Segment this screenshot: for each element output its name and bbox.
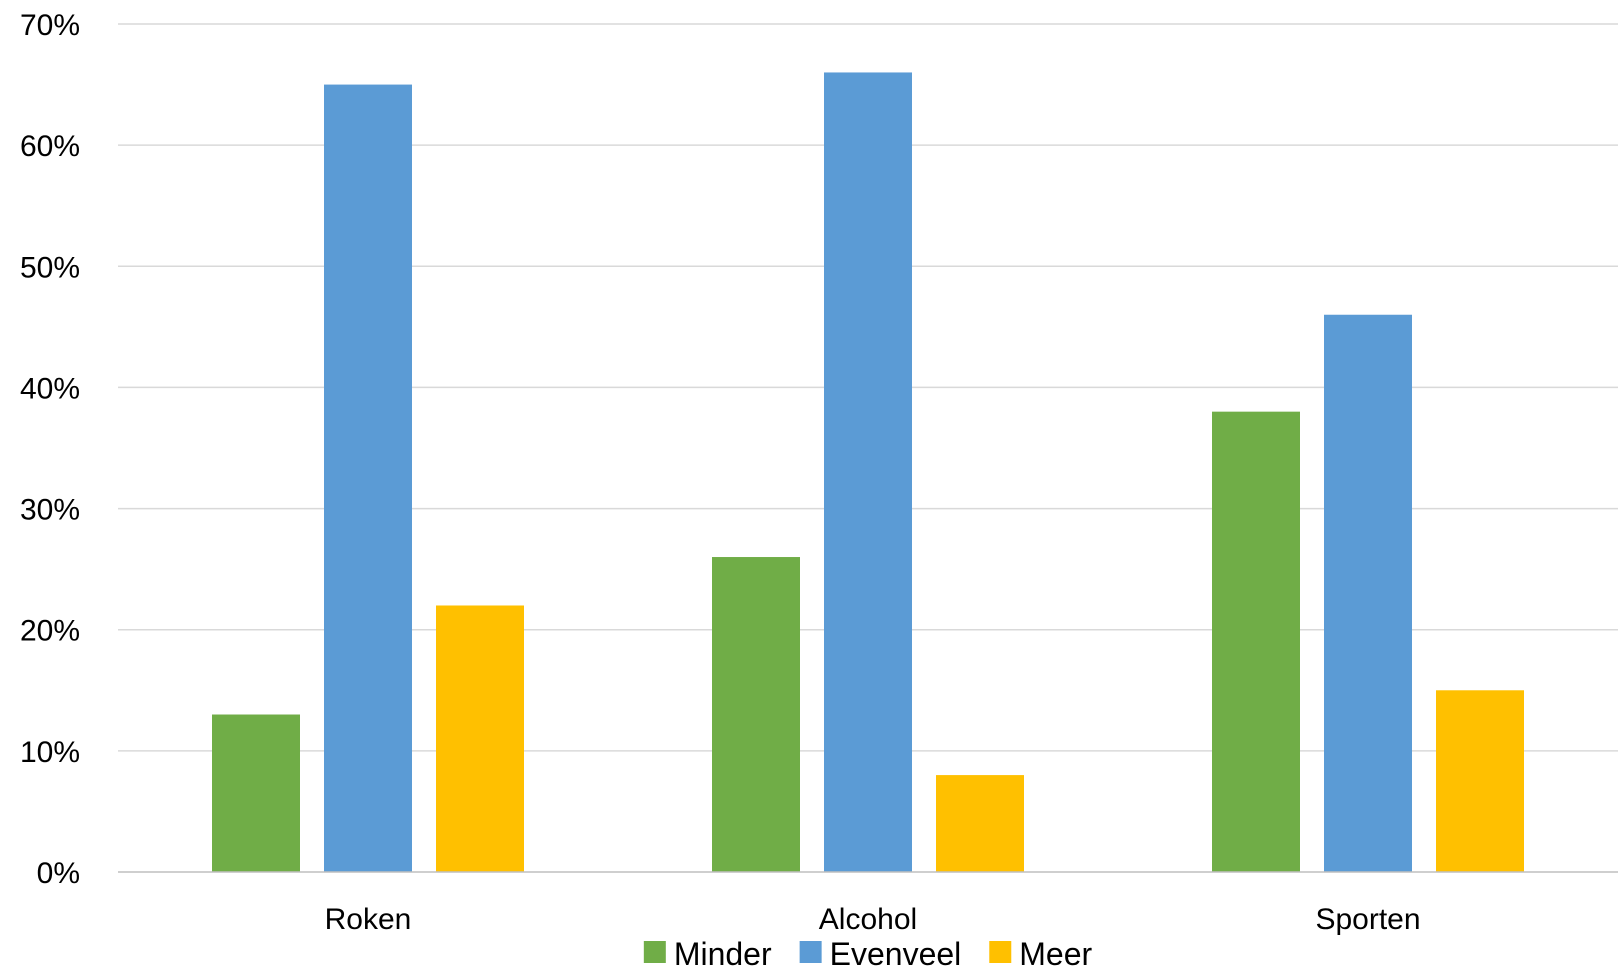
bar-meer-alcohol xyxy=(936,775,1024,872)
bar-minder-alcohol xyxy=(712,557,800,872)
y-tick-label: 20% xyxy=(20,615,80,648)
x-category-label: Alcohol xyxy=(819,903,917,936)
x-category-label: Roken xyxy=(325,903,412,936)
y-tick-label: 50% xyxy=(20,251,80,284)
bars xyxy=(212,72,1524,873)
legend-swatch-minder xyxy=(643,941,666,963)
legend: Minder Evenveel Meer xyxy=(643,936,1093,971)
y-tick-label: 30% xyxy=(20,494,80,527)
bar-meer-sporten xyxy=(1436,690,1524,872)
bar-evenveel-sporten xyxy=(1324,314,1412,872)
legend-label-evenveel: Evenveel xyxy=(830,936,962,971)
y-tick-label: 60% xyxy=(20,130,80,163)
legend-label-minder: Minder xyxy=(674,936,772,971)
x-category-label: Sporten xyxy=(1315,903,1420,936)
bar-minder-sporten xyxy=(1212,411,1300,872)
legend-swatch-meer xyxy=(989,941,1012,963)
bar-evenveel-alcohol xyxy=(824,72,912,872)
y-tick-label: 10% xyxy=(20,736,80,769)
bar-evenveel-roken xyxy=(324,84,412,873)
bar-meer-roken xyxy=(436,605,524,872)
x-axis: Roken Alcohol Sporten xyxy=(118,871,1618,936)
y-tick-label: 40% xyxy=(20,372,80,405)
legend-swatch-evenveel xyxy=(799,941,822,963)
y-tick-label: 70% xyxy=(20,9,80,42)
bar-minder-roken xyxy=(212,714,300,872)
legend-label-meer: Meer xyxy=(1019,936,1092,971)
y-tick-label: 0% xyxy=(37,857,80,890)
y-axis-tick-labels: 0% 10% 20% 30% 40% 50% 60% 70% xyxy=(20,9,80,890)
